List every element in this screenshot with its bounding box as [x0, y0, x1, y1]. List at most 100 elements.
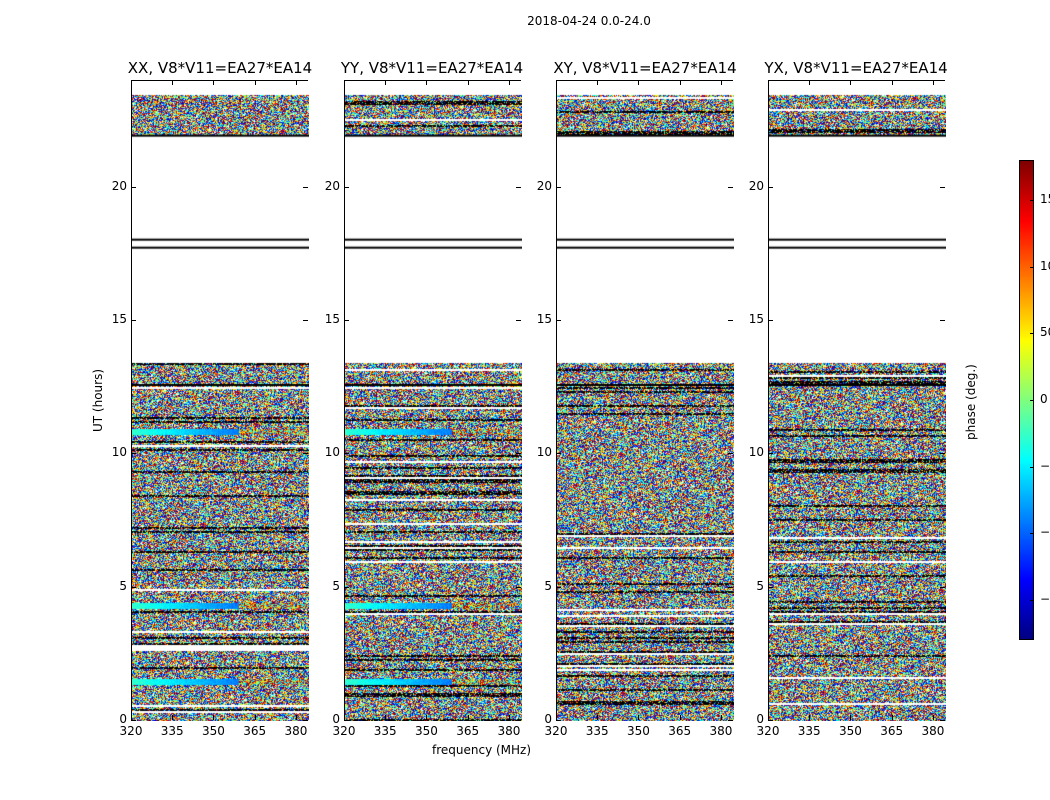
x-tick-label: 380 — [709, 724, 733, 738]
y-tick — [556, 320, 561, 321]
colorbar-tick-label: 0 — [1040, 392, 1048, 406]
x-tick — [131, 80, 132, 85]
y-tick — [516, 186, 521, 188]
y-tick — [303, 720, 308, 721]
colorbar-tick-label: 50 — [1040, 325, 1050, 340]
y-tick — [131, 720, 136, 721]
panel-xy — [556, 80, 734, 721]
colorbar-tick-label: 150 — [1040, 192, 1050, 206]
y-tick — [344, 186, 349, 188]
colorbar-tick — [1030, 266, 1034, 268]
y-tick — [344, 586, 349, 588]
heatmap-xy — [557, 81, 734, 721]
y-tick — [768, 186, 773, 188]
y-tick — [516, 453, 521, 455]
x-tick — [426, 80, 428, 85]
y-tick — [303, 320, 308, 321]
x-tick-label: 380 — [921, 724, 945, 738]
y-tick — [728, 453, 733, 455]
x-tick-label: 380 — [497, 724, 521, 738]
y-tick — [940, 186, 945, 188]
panel-title-yx: YX, V8*V11=EA27*EA14 — [764, 59, 948, 77]
x-tick — [467, 715, 469, 720]
y-tick — [303, 453, 308, 455]
x-tick-label: 335 — [160, 724, 184, 738]
y-tick-label: 20 — [111, 178, 127, 193]
x-tick — [720, 80, 722, 85]
y-tick-label: 0 — [756, 712, 764, 726]
x-tick-label: 365 — [243, 724, 267, 738]
y-tick — [940, 320, 945, 321]
x-tick — [850, 80, 852, 85]
panel-xx — [131, 80, 309, 721]
x-tick-label: 335 — [585, 724, 609, 738]
y-tick — [768, 320, 773, 321]
x-tick — [679, 715, 681, 720]
x-tick — [768, 80, 769, 85]
y-tick — [131, 586, 136, 588]
colorbar-tick — [1030, 200, 1034, 201]
x-tick — [891, 715, 893, 720]
panel-title-xx: XX, V8*V11=EA27*EA14 — [127, 59, 313, 77]
y-tick — [728, 320, 733, 321]
x-tick — [131, 715, 132, 720]
x-tick — [809, 80, 811, 85]
y-tick-label: 0 — [544, 712, 552, 726]
y-tick — [344, 720, 349, 721]
y-tick-label: 10 — [111, 445, 127, 460]
y-tick — [940, 720, 945, 721]
x-tick — [385, 715, 387, 720]
colorbar-tick — [1030, 333, 1034, 335]
x-tick — [638, 715, 640, 720]
colorbar-tick — [1030, 533, 1034, 535]
y-tick-label: 10 — [324, 445, 340, 460]
x-tick-label: 320 — [332, 724, 356, 738]
x-tick — [426, 715, 428, 720]
colorbar-tick-label: −100 — [1040, 525, 1050, 540]
panel-title-xy: XY, V8*V11=EA27*EA14 — [553, 59, 737, 77]
y-axis-label: UT (hours) — [91, 368, 105, 432]
x-tick-label: 335 — [797, 724, 821, 738]
x-tick-label: 320 — [119, 724, 143, 738]
y-tick — [768, 720, 773, 721]
y-tick-label: 0 — [332, 712, 340, 726]
y-tick-label: 15 — [324, 312, 340, 326]
y-tick — [556, 720, 561, 721]
x-tick — [597, 715, 599, 720]
x-tick-label: 365 — [456, 724, 480, 738]
x-tick — [467, 80, 469, 85]
y-tick-label: 10 — [536, 445, 552, 460]
colorbar-tick-label: −50 — [1040, 458, 1050, 473]
x-tick — [508, 80, 510, 85]
x-tick-label: 365 — [668, 724, 692, 738]
y-tick — [768, 586, 773, 588]
panel-yy — [344, 80, 522, 721]
x-tick — [172, 715, 174, 720]
heatmap-yx — [769, 81, 946, 721]
heatmap-yy — [345, 81, 522, 721]
y-tick — [728, 186, 733, 188]
x-tick — [344, 715, 345, 720]
y-tick — [516, 586, 521, 588]
x-tick — [597, 80, 599, 85]
x-tick-label: 350 — [627, 724, 650, 738]
x-tick — [295, 715, 297, 720]
figure-title: 2018-04-24 0.0-24.0 — [527, 14, 651, 28]
panel-yx — [768, 80, 946, 721]
x-tick — [891, 80, 893, 85]
x-tick — [638, 80, 640, 85]
y-tick — [303, 186, 308, 188]
x-tick — [768, 715, 769, 720]
x-tick — [344, 80, 345, 85]
y-tick — [556, 186, 561, 188]
colorbar-tick — [1030, 400, 1034, 401]
y-tick-label: 5 — [544, 578, 552, 593]
y-tick — [344, 320, 349, 321]
y-tick-label: 10 — [748, 445, 764, 460]
y-tick-label: 20 — [536, 178, 552, 193]
x-tick — [720, 715, 722, 720]
x-axis-label: frequency (MHz) — [432, 743, 532, 757]
y-tick — [556, 453, 561, 455]
y-tick — [131, 453, 136, 455]
